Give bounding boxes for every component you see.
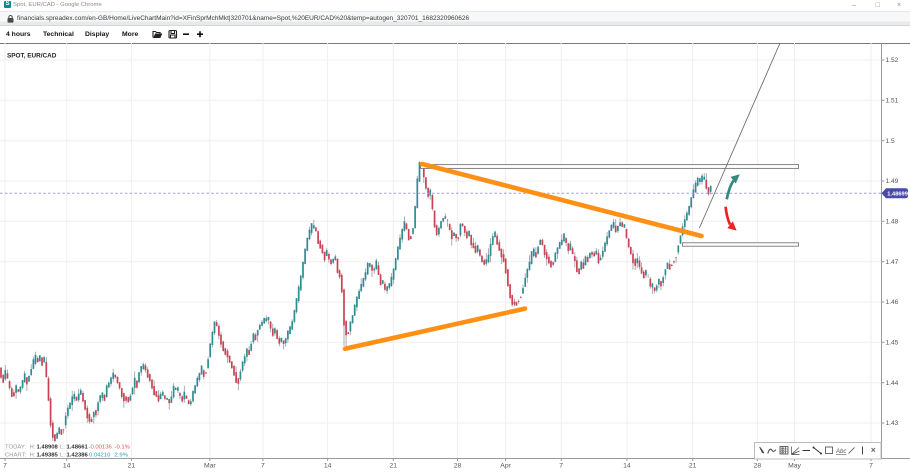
svg-text:Mar: Mar xyxy=(204,463,216,470)
svg-text:1.48699: 1.48699 xyxy=(887,192,908,198)
svg-text:1.48661: 1.48661 xyxy=(67,445,89,451)
svg-text:1.48: 1.48 xyxy=(886,219,899,226)
svg-text:7: 7 xyxy=(869,463,873,470)
svg-text:21: 21 xyxy=(689,463,697,470)
svg-text:H:: H: xyxy=(30,445,36,451)
svg-text:14: 14 xyxy=(623,463,631,470)
svg-text:21: 21 xyxy=(390,463,398,470)
svg-text:1.52: 1.52 xyxy=(886,57,899,64)
svg-text:L:: L: xyxy=(60,453,65,459)
svg-text:-0.00136: -0.00136 xyxy=(89,445,113,451)
svg-text:SPOT, EUR/CAD: SPOT, EUR/CAD xyxy=(7,53,57,60)
svg-text:7: 7 xyxy=(559,463,563,470)
svg-text:7: 7 xyxy=(3,463,7,470)
svg-text:-0.1%: -0.1% xyxy=(115,445,131,451)
svg-text:L:: L: xyxy=(60,445,65,451)
svg-text:CHART:: CHART: xyxy=(5,453,27,459)
svg-text:7: 7 xyxy=(261,463,265,470)
svg-text:1.49385: 1.49385 xyxy=(37,453,59,459)
svg-text:1.45: 1.45 xyxy=(886,340,899,347)
svg-text:1.49: 1.49 xyxy=(886,178,899,185)
svg-text:14: 14 xyxy=(63,463,71,470)
svg-text:1.51: 1.51 xyxy=(886,98,899,105)
svg-text:14: 14 xyxy=(324,463,332,470)
svg-text:1.43: 1.43 xyxy=(886,420,899,427)
svg-text:Apr: Apr xyxy=(500,463,511,470)
svg-text:28: 28 xyxy=(754,463,762,470)
svg-text:2.9%: 2.9% xyxy=(115,453,129,459)
svg-text:21: 21 xyxy=(128,463,136,470)
svg-text:1.42386: 1.42386 xyxy=(67,453,89,459)
svg-text:1.47: 1.47 xyxy=(886,259,899,266)
svg-text:0.04210: 0.04210 xyxy=(89,453,111,459)
svg-text:1.44: 1.44 xyxy=(886,380,899,387)
svg-text:TODAY:: TODAY: xyxy=(5,445,26,451)
svg-text:1.46: 1.46 xyxy=(886,299,899,306)
svg-text:Abc: Abc xyxy=(835,449,846,455)
svg-text:1.5: 1.5 xyxy=(886,138,895,145)
svg-text:H:: H: xyxy=(30,453,36,459)
svg-text:1.48908: 1.48908 xyxy=(37,445,59,451)
svg-text:28: 28 xyxy=(454,463,462,470)
svg-text:May: May xyxy=(788,463,801,470)
